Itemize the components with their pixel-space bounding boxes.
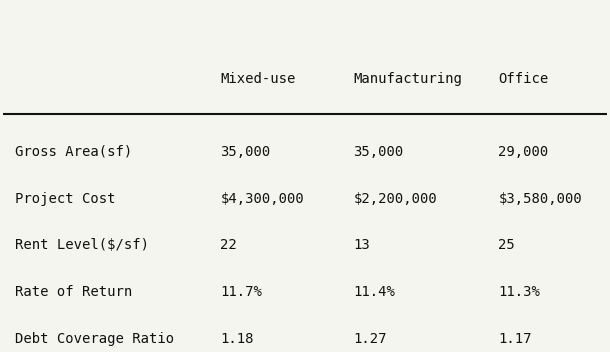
Text: Mixed-use: Mixed-use xyxy=(220,72,296,86)
Text: $2,200,000: $2,200,000 xyxy=(353,191,437,206)
Text: Manufacturing: Manufacturing xyxy=(353,72,462,86)
Text: 35,000: 35,000 xyxy=(353,145,404,159)
Text: Rate of Return: Rate of Return xyxy=(15,285,132,299)
Text: 35,000: 35,000 xyxy=(220,145,271,159)
Text: Office: Office xyxy=(498,72,548,86)
Text: Project Cost: Project Cost xyxy=(15,191,115,206)
Text: 11.4%: 11.4% xyxy=(353,285,395,299)
Text: 29,000: 29,000 xyxy=(498,145,548,159)
Text: 22: 22 xyxy=(220,238,237,252)
Text: 1.18: 1.18 xyxy=(220,332,254,346)
Text: $3,580,000: $3,580,000 xyxy=(498,191,582,206)
Text: Debt Coverage Ratio: Debt Coverage Ratio xyxy=(15,332,174,346)
Text: Rent Level($/sf): Rent Level($/sf) xyxy=(15,238,149,252)
Text: 11.3%: 11.3% xyxy=(498,285,540,299)
Text: 13: 13 xyxy=(353,238,370,252)
Text: Gross Area(sf): Gross Area(sf) xyxy=(15,145,132,159)
Text: 1.27: 1.27 xyxy=(353,332,387,346)
Text: 11.7%: 11.7% xyxy=(220,285,262,299)
Text: $4,300,000: $4,300,000 xyxy=(220,191,304,206)
Text: 1.17: 1.17 xyxy=(498,332,532,346)
Text: 25: 25 xyxy=(498,238,515,252)
